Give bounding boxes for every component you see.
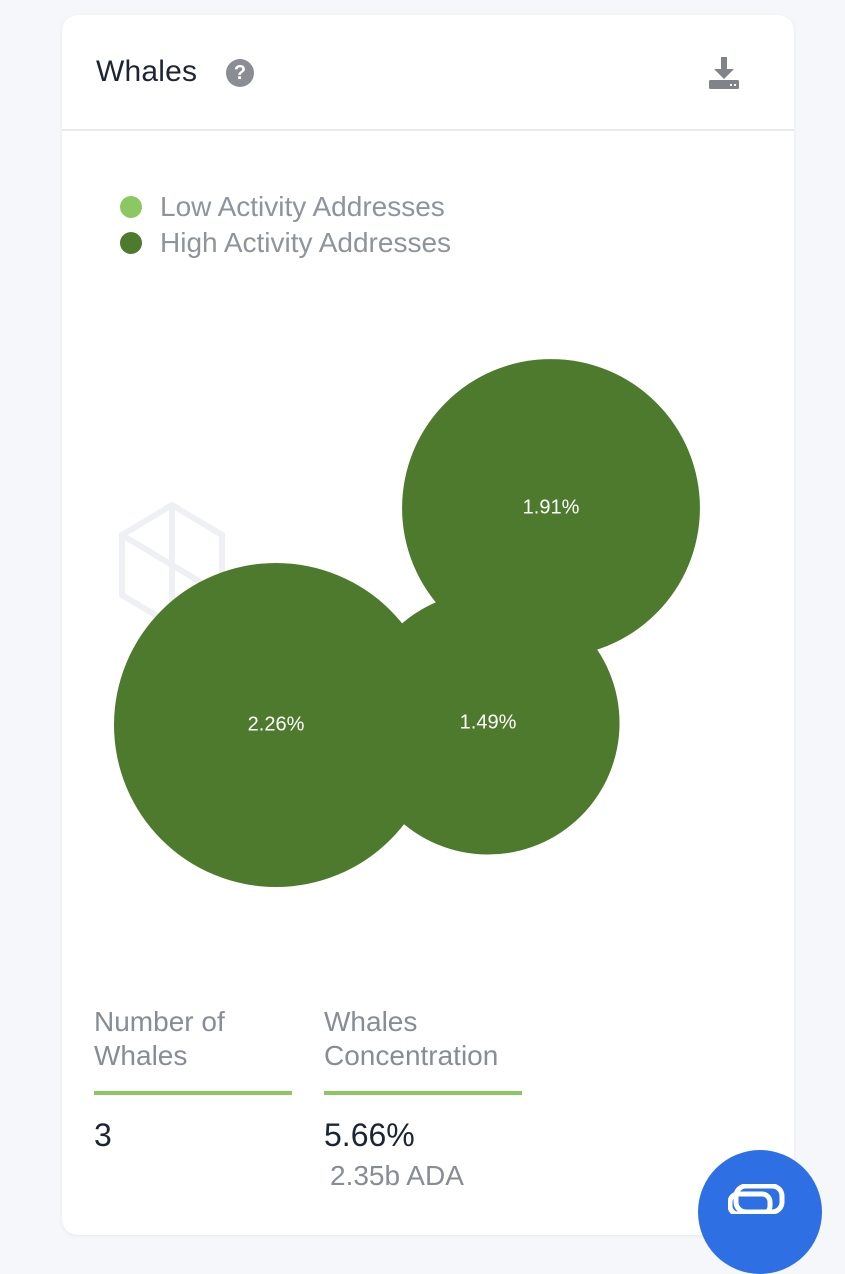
bubble-3[interactable] — [402, 359, 700, 657]
stat-accent-bar — [94, 1091, 292, 1095]
bubble-label-2: 1.49% — [460, 711, 517, 733]
bubble-chart: 2.26% 1.49% 1.91% — [114, 359, 700, 887]
stat-accent-bar — [324, 1091, 522, 1095]
legend-item-low-activity[interactable]: Low Activity Addresses — [120, 189, 451, 225]
stat-number-of-whales: Number of Whales 3 — [94, 1005, 294, 1154]
chat-button[interactable] — [698, 1150, 822, 1274]
bubble-label-1: 2.26% — [248, 713, 305, 735]
card-header: Whales ? — [62, 15, 794, 131]
stat-value: 3 — [94, 1117, 112, 1153]
stat-whales-concentration: Whales Concentration 5.66% 2.35b ADA — [324, 1005, 524, 1192]
stat-subvalue: 2.35b ADA — [330, 1160, 464, 1191]
whales-card: Whales ? Low Activity Addresses High Act… — [62, 15, 794, 1235]
bubble-label-3: 1.91% — [523, 496, 580, 518]
legend-label: High Activity Addresses — [160, 227, 452, 258]
card-title: Whales — [96, 55, 198, 88]
stat-value: 5.66% — [324, 1117, 415, 1153]
help-circle-icon[interactable]: ? — [226, 59, 254, 87]
stat-label: Whales Concentration — [324, 1006, 499, 1071]
legend-item-high-activity[interactable]: High Activity Addresses — [120, 225, 451, 261]
chart-legend: Low Activity Addresses High Activity Add… — [120, 189, 451, 261]
legend-dot-icon — [120, 196, 142, 218]
legend-dot-icon — [120, 232, 142, 254]
download-icon[interactable] — [706, 55, 742, 91]
bubble-1[interactable] — [114, 563, 438, 887]
legend-label: Low Activity Addresses — [160, 191, 445, 222]
chat-icon — [728, 1184, 785, 1214]
stat-label: Number of Whales — [94, 1006, 225, 1071]
